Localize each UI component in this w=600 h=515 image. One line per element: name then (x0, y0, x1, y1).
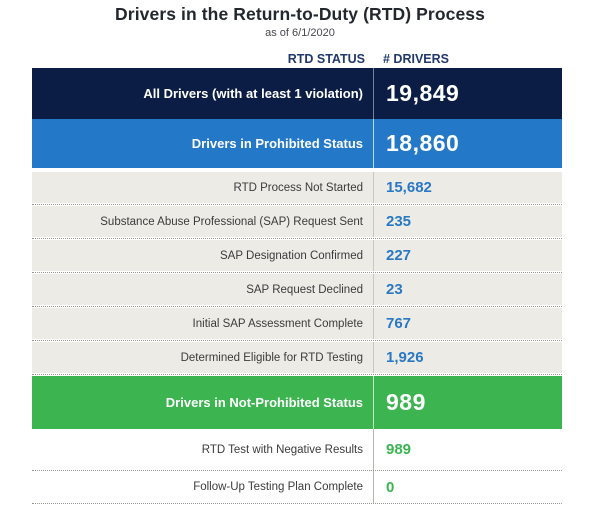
table-row: Determined Eligible for RTD Testing 1,92… (32, 342, 562, 376)
row-drivers-value: 19,849 (373, 68, 562, 119)
row-drivers-value: 18,860 (373, 119, 562, 168)
row-drivers-value: 23 (373, 274, 562, 305)
row-drivers-value: 15,682 (373, 172, 562, 203)
row-drivers-value: 0 (373, 471, 562, 503)
row-status-label: Substance Abuse Professional (SAP) Reque… (100, 215, 363, 228)
rtd-table-body: All Drivers (with at least 1 violation) … (32, 68, 562, 504)
table-row: SAP Request Declined 23 (32, 274, 562, 308)
table-row: Drivers in Not-Prohibited Status 989 (32, 376, 562, 429)
table-row: Follow-Up Testing Plan Complete 0 (32, 471, 562, 504)
row-drivers-value: 767 (373, 308, 562, 339)
table-row: Drivers in Prohibited Status 18,860 (32, 119, 562, 172)
table-row: All Drivers (with at least 1 violation) … (32, 68, 562, 119)
rtd-table: RTD STATUS # DRIVERS All Drivers (with a… (32, 48, 562, 504)
page-subtitle: as of 6/1/2020 (265, 27, 335, 39)
row-status-label: Follow-Up Testing Plan Complete (193, 481, 363, 493)
table-row: RTD Process Not Started 15,682 (32, 172, 562, 206)
column-header-drivers: # DRIVERS (383, 52, 449, 66)
page-title: Drivers in the Return-to-Duty (RTD) Proc… (115, 4, 485, 24)
row-status-label: Drivers in Prohibited Status (191, 136, 363, 151)
row-status-label: Determined Eligible for RTD Testing (180, 351, 363, 364)
row-status-label: Initial SAP Assessment Complete (192, 317, 363, 330)
report-header: Drivers in the Return-to-Duty (RTD) Proc… (0, 4, 600, 39)
row-status-label: SAP Designation Confirmed (220, 249, 363, 262)
row-status-label: All Drivers (with at least 1 violation) (143, 86, 363, 101)
table-header-row: RTD STATUS # DRIVERS (32, 48, 562, 66)
row-drivers-value: 989 (373, 376, 562, 429)
table-row: RTD Test with Negative Results 989 (32, 429, 562, 471)
column-header-status: RTD STATUS (287, 52, 365, 66)
row-drivers-value: 227 (373, 240, 562, 271)
table-row: SAP Designation Confirmed 227 (32, 240, 562, 274)
row-drivers-value: 235 (373, 206, 562, 237)
table-row: Substance Abuse Professional (SAP) Reque… (32, 206, 562, 240)
table-row: Initial SAP Assessment Complete 767 (32, 308, 562, 342)
row-drivers-value: 1,926 (373, 342, 562, 373)
row-drivers-value: 989 (373, 429, 562, 470)
row-status-label: RTD Test with Negative Results (201, 443, 363, 456)
row-status-label: RTD Process Not Started (233, 181, 363, 194)
row-status-label: SAP Request Declined (246, 283, 363, 296)
row-status-label: Drivers in Not-Prohibited Status (165, 395, 363, 410)
